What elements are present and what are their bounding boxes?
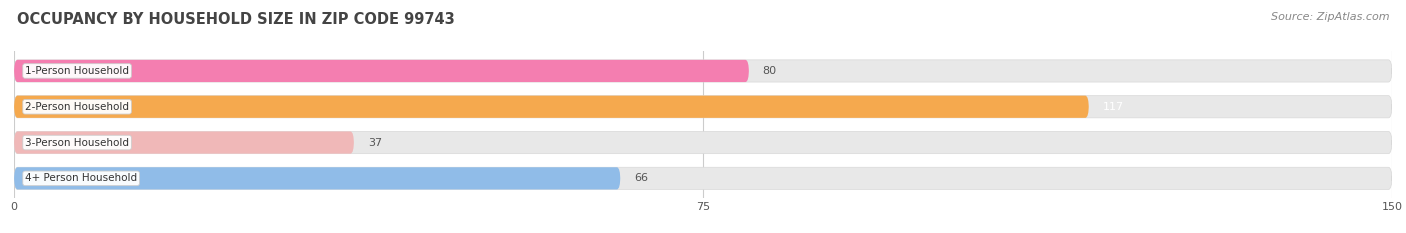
Text: 66: 66 xyxy=(634,173,648,183)
FancyBboxPatch shape xyxy=(14,131,354,154)
FancyBboxPatch shape xyxy=(14,96,1392,118)
Text: 3-Person Household: 3-Person Household xyxy=(25,137,129,147)
Text: 80: 80 xyxy=(762,66,778,76)
FancyBboxPatch shape xyxy=(14,96,1088,118)
FancyBboxPatch shape xyxy=(14,131,1392,154)
FancyBboxPatch shape xyxy=(14,60,749,82)
Text: Source: ZipAtlas.com: Source: ZipAtlas.com xyxy=(1271,12,1389,22)
FancyBboxPatch shape xyxy=(14,60,1392,82)
Text: 117: 117 xyxy=(1102,102,1123,112)
Text: 37: 37 xyxy=(368,137,382,147)
FancyBboxPatch shape xyxy=(14,167,620,189)
FancyBboxPatch shape xyxy=(14,167,1392,189)
Text: OCCUPANCY BY HOUSEHOLD SIZE IN ZIP CODE 99743: OCCUPANCY BY HOUSEHOLD SIZE IN ZIP CODE … xyxy=(17,12,454,27)
Text: 1-Person Household: 1-Person Household xyxy=(25,66,129,76)
Text: 4+ Person Household: 4+ Person Household xyxy=(25,173,138,183)
Text: 2-Person Household: 2-Person Household xyxy=(25,102,129,112)
